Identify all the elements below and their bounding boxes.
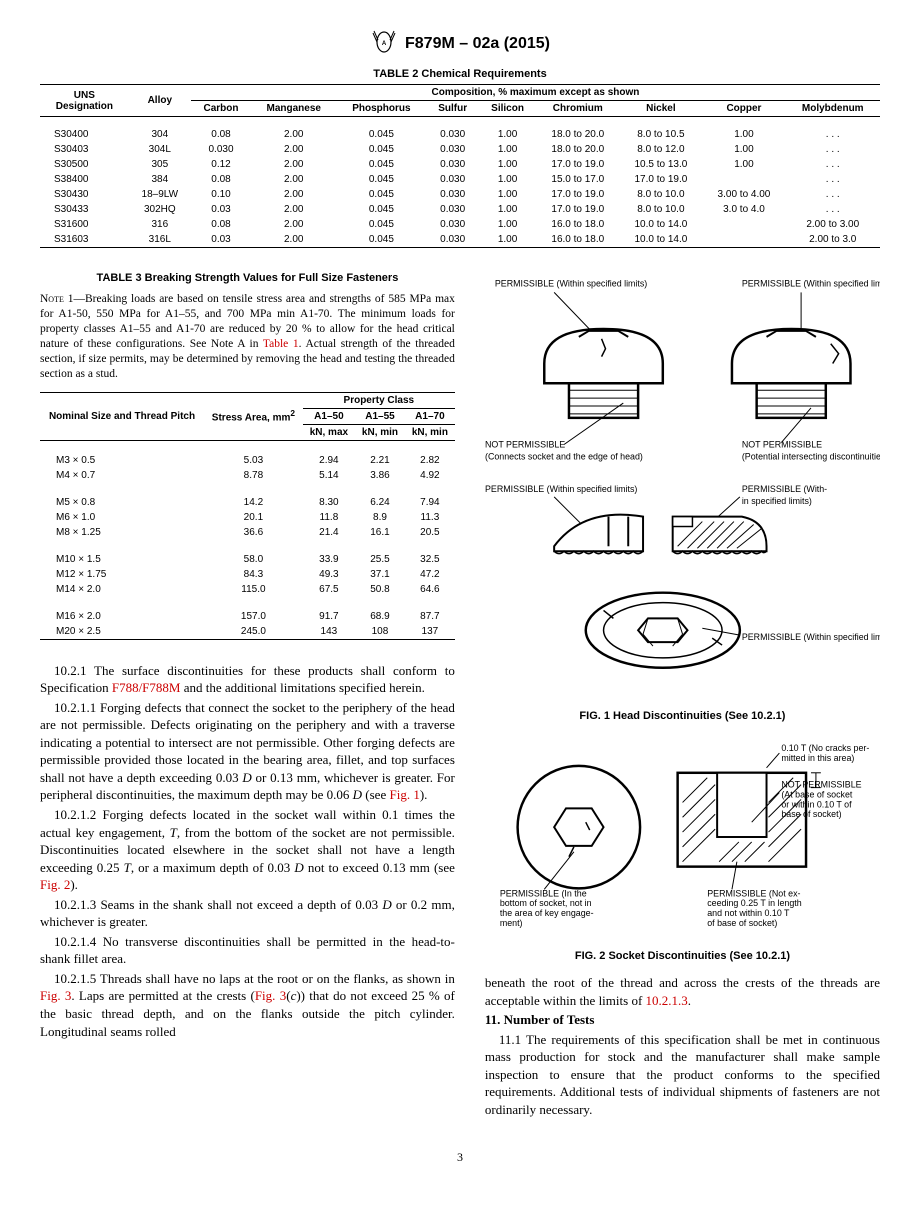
svg-text:PERMISSIBLE (Within specified: PERMISSIBLE (Within specified limits): [742, 278, 880, 288]
page-number: 3: [40, 1150, 880, 1165]
table2-col-manganese: Manganese: [251, 101, 336, 117]
figure-2: 0.10 T (No cracks per- mitted in this ar…: [485, 732, 880, 962]
svg-text:PERMISSIBLE (Within specified: PERMISSIBLE (Within specified limits): [742, 632, 880, 642]
svg-text:or within 0.10 T of: or within 0.10 T of: [781, 799, 852, 809]
link-table1[interactable]: Table 1: [263, 338, 299, 350]
figure-1-caption: FIG. 1 Head Discontinuities (See 10.2.1): [485, 710, 880, 722]
figure-1: PERMISSIBLE (Within specified limits) PE…: [485, 272, 880, 722]
table-row: M14 × 2.0115.067.550.864.6: [40, 582, 455, 597]
table3-breaking-strength: Nominal Size and Thread Pitch Stress Are…: [40, 392, 455, 640]
svg-text:ceeding 0.25 T in length: ceeding 0.25 T in length: [707, 898, 801, 908]
table3-note: Note 1—Breaking loads are based on tensi…: [40, 292, 455, 382]
table2-chemical-requirements: UNSDesignation Alloy Composition, % maxi…: [40, 84, 880, 248]
table2-col-chromium: Chromium: [536, 101, 619, 117]
svg-text:(At base of socket: (At base of socket: [781, 789, 853, 799]
figure-2-caption: FIG. 2 Socket Discontinuities (See 10.2.…: [485, 950, 880, 962]
section-10-2-text: 10.2.1 The surface discontinuities for t…: [40, 662, 455, 1040]
svg-text:(Potential intersecting discon: (Potential intersecting discontinuities): [742, 451, 880, 461]
table-row: M10 × 1.558.033.925.532.5: [40, 552, 455, 567]
table-row: S384003840.082.000.0450.0301.0015.0 to 1…: [40, 172, 880, 187]
svg-text:NOT PERMISSIBLE: NOT PERMISSIBLE: [742, 439, 822, 449]
table-row: S31603316L0.032.000.0450.0301.0016.0 to …: [40, 232, 880, 248]
table2-col-nickel: Nickel: [619, 101, 702, 117]
table2-col-carbon: Carbon: [191, 101, 251, 117]
svg-text:0.10 T (No cracks per-: 0.10 T (No cracks per-: [781, 743, 869, 753]
table3-col-knmin1: kN, min: [355, 424, 405, 440]
table3-col-nominal: Nominal Size and Thread Pitch: [40, 392, 204, 440]
link-10213[interactable]: 10.2.1.3: [646, 993, 688, 1008]
svg-text:mitted in this area): mitted in this area): [781, 753, 854, 763]
svg-text:PERMISSIBLE (Not ex-: PERMISSIBLE (Not ex-: [707, 888, 800, 898]
figure-2-svg: 0.10 T (No cracks per- mitted in this ar…: [485, 732, 880, 942]
svg-text:base of socket): base of socket): [781, 809, 841, 819]
link-fig1[interactable]: Fig. 1: [389, 787, 419, 802]
svg-text:PERMISSIBLE (Within specified: PERMISSIBLE (Within specified limits): [495, 278, 647, 288]
table3-col-a155: A1–55: [355, 408, 405, 424]
table-row: M6 × 1.020.111.88.911.3: [40, 510, 455, 525]
table-row: S304003040.082.000.0450.0301.0018.0 to 2…: [40, 127, 880, 142]
table2-col-alloy: Alloy: [129, 85, 191, 117]
table-row: M20 × 2.5245.0143108137: [40, 624, 455, 640]
svg-text:the area of key engage-: the area of key engage-: [500, 908, 594, 918]
svg-text:bottom of socket, not in: bottom of socket, not in: [500, 898, 592, 908]
table-row: M3 × 0.55.032.942.212.82: [40, 453, 455, 468]
link-fig3a[interactable]: Fig. 3: [40, 988, 71, 1003]
table-row: S305003050.122.000.0450.0301.0017.0 to 1…: [40, 157, 880, 172]
table3-col-stress: Stress Area, mm2: [204, 392, 303, 440]
standard-designation: F879M – 02a (2015): [405, 35, 550, 53]
link-fig3b[interactable]: Fig. 3: [255, 988, 286, 1003]
link-fig2[interactable]: Fig. 2: [40, 877, 70, 892]
table2-col-molybdenum: Molybdenum: [786, 101, 881, 117]
table2-col-silicon: Silicon: [479, 101, 536, 117]
svg-text:ment): ment): [500, 918, 523, 928]
svg-text:NOT PERMISSIBLE: NOT PERMISSIBLE: [781, 780, 861, 790]
table2-col-phosphorus: Phosphorus: [336, 101, 426, 117]
table-row: S30403304L0.0302.000.0450.0301.0018.0 to…: [40, 142, 880, 157]
table-row: M4 × 0.78.785.143.864.92: [40, 468, 455, 483]
table-row: S316003160.082.000.0450.0301.0016.0 to 1…: [40, 217, 880, 232]
table-row: M16 × 2.0157.091.768.987.7: [40, 609, 455, 624]
table-row: S3043018–9LW0.102.000.0450.0301.0017.0 t…: [40, 187, 880, 202]
svg-text:of base of socket): of base of socket): [707, 918, 777, 928]
svg-text:A: A: [382, 41, 387, 47]
table2-col-sulfur: Sulfur: [426, 101, 478, 117]
section-right-text: beneath the root of the thread and acros…: [485, 974, 880, 1118]
table-row: M5 × 0.814.28.306.247.94: [40, 495, 455, 510]
table2-title: TABLE 2 Chemical Requirements: [40, 68, 880, 80]
table3-col-a170: A1–70: [405, 408, 455, 424]
svg-text:NOT PERMISSIBLE: NOT PERMISSIBLE: [485, 439, 565, 449]
astm-logo-icon: A: [370, 30, 398, 58]
table3-col-property-class: Property Class: [303, 392, 455, 408]
table-row: M8 × 1.2536.621.416.120.5: [40, 525, 455, 540]
svg-text:and not within 0.10 T: and not within 0.10 T: [707, 908, 790, 918]
link-f788[interactable]: F788/F788M: [112, 680, 181, 695]
table3-col-knmax: kN, max: [303, 424, 355, 440]
table2-col-uns: UNSDesignation: [56, 90, 113, 112]
table3-col-knmin2: kN, min: [405, 424, 455, 440]
table3-title: TABLE 3 Breaking Strength Values for Ful…: [40, 272, 455, 284]
figure-1-svg: PERMISSIBLE (Within specified limits) PE…: [485, 272, 880, 702]
table3-col-a150: A1–50: [303, 408, 355, 424]
table2-col-composition: Composition, % maximum except as shown: [191, 85, 880, 101]
svg-text:PERMISSIBLE (With-: PERMISSIBLE (With-: [742, 484, 827, 494]
svg-text:PERMISSIBLE (Within specified: PERMISSIBLE (Within specified limits): [485, 484, 637, 494]
svg-text:PERMISSIBLE (In the: PERMISSIBLE (In the: [500, 888, 587, 898]
table-row: M12 × 1.7584.349.337.147.2: [40, 567, 455, 582]
table-row: S30433302HQ0.032.000.0450.0301.0017.0 to…: [40, 202, 880, 217]
svg-text:in specified limits): in specified limits): [742, 496, 812, 506]
table2-col-copper: Copper: [702, 101, 785, 117]
page-header: A F879M – 02a (2015): [40, 30, 880, 58]
section-11-title: 11. Number of Tests: [485, 1011, 880, 1029]
svg-text:(Connects socket and the edge: (Connects socket and the edge of head): [485, 451, 643, 461]
